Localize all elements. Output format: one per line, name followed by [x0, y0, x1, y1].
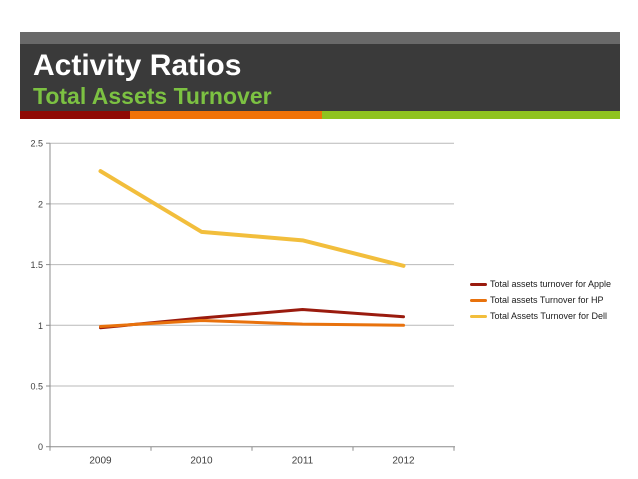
series-line [98, 169, 406, 268]
x-axis-tick-label: 2012 [392, 456, 415, 467]
stripe-segment-darkred [20, 111, 130, 119]
header-title-block: Activity Ratios Total Assets Turnover [20, 44, 620, 111]
y-axis-tick-label: 1.5 [30, 260, 43, 270]
slide-subtitle: Total Assets Turnover [33, 83, 272, 109]
y-axis-tick-label: 0.5 [30, 382, 43, 392]
y-axis-tick-label: 2.5 [30, 139, 43, 149]
legend-label: Total Assets Turnover for Dell [490, 311, 608, 321]
legend-item: Total assets Turnover for HP [470, 294, 638, 306]
stripe-segment-green [322, 111, 620, 119]
stripe-segment-orange [130, 111, 322, 119]
legend-item: Total Assets Turnover for Dell [470, 310, 638, 322]
legend-label: Total assets Turnover for HP [490, 295, 604, 305]
y-axis-tick-label: 2 [38, 199, 43, 209]
header-top-strip [20, 32, 620, 44]
accent-stripe [20, 111, 620, 119]
legend-line-swatch [470, 298, 487, 302]
series-line [99, 318, 405, 329]
x-axis-tick-label: 2009 [89, 456, 112, 467]
y-axis-tick-label: 0 [38, 442, 43, 452]
x-axis-tick-label: 2010 [190, 456, 213, 467]
slide-title: Activity Ratios [33, 49, 242, 82]
slide-header: Activity Ratios Total Assets Turnover [20, 32, 620, 111]
chart-legend: Total assets turnover for Apple Total ass… [470, 278, 638, 326]
legend-line-swatch [470, 314, 487, 318]
legend-label: Total assets turnover for Apple [490, 279, 612, 289]
legend-item: Total assets turnover for Apple [470, 278, 638, 290]
x-axis-tick-label: 2011 [292, 456, 314, 467]
legend-line-swatch [470, 282, 487, 286]
y-axis-tick-label: 1 [38, 321, 43, 331]
